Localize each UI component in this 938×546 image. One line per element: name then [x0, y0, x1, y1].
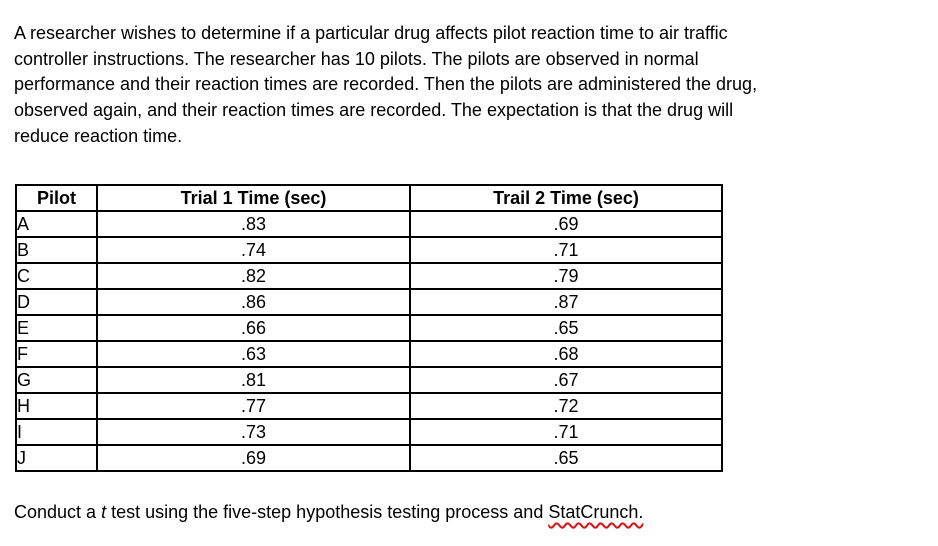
pilot-id: J: [15, 444, 98, 472]
trial1-time: .83: [96, 210, 411, 238]
table-row: H .77 .72: [15, 392, 723, 420]
table-row: F .63 .68: [15, 340, 723, 368]
paragraph-line: performance and their reaction times are…: [14, 74, 758, 95]
table-row: C .82 .79: [15, 262, 723, 290]
trial2-time: .67: [409, 366, 723, 394]
trial2-time: .65: [409, 314, 723, 342]
trial1-time: .69: [96, 444, 411, 472]
column-header-trial2: Trail 2 Time (sec): [409, 184, 723, 212]
instruction-middle: test using the five-step hypothesis test…: [106, 502, 549, 522]
instruction-line: Conduct a t test using the five-step hyp…: [14, 499, 643, 525]
paragraph-line: controller instructions. The researcher …: [14, 48, 699, 69]
table-row: D .86 .87: [15, 288, 723, 316]
table-row: G .81 .67: [15, 366, 723, 394]
trial2-time: .71: [409, 236, 723, 264]
column-header-trial1: Trial 1 Time (sec): [96, 184, 411, 212]
pilot-id: E: [15, 314, 98, 342]
pilot-id: F: [15, 340, 98, 368]
trial1-time: .82: [96, 262, 411, 290]
table-row: E .66 .65: [15, 314, 723, 342]
trial1-time: .63: [96, 340, 411, 368]
trial2-time: .68: [409, 340, 723, 368]
trial1-time: .73: [96, 418, 411, 446]
trial2-time: .65: [409, 444, 723, 472]
problem-statement: A researcher wishes to determine if a pa…: [14, 21, 757, 150]
pilot-id: C: [15, 262, 98, 290]
trial1-time: .66: [96, 314, 411, 342]
misspelled-word-statcrunch: StatCrunch.: [548, 502, 644, 522]
pilot-id: H: [15, 392, 98, 420]
table-row: J .69 .65: [15, 444, 723, 472]
reaction-time-table: Pilot Trial 1 Time (sec) Trail 2 Time (s…: [15, 184, 723, 472]
table-row: A .83 .69: [15, 210, 723, 238]
trial2-time: .69: [409, 210, 723, 238]
trial2-time: .71: [409, 418, 723, 446]
trial1-time: .74: [96, 236, 411, 264]
t-statistic-symbol: t: [101, 502, 107, 522]
instruction-prefix: Conduct a: [14, 502, 102, 522]
pilot-id: G: [15, 366, 98, 394]
paragraph-line: observed again, and their reaction times…: [14, 100, 734, 121]
pilot-id: A: [15, 210, 98, 238]
table-row: B .74 .71: [15, 236, 723, 264]
column-header-pilot: Pilot: [15, 184, 98, 212]
pilot-id: I: [15, 418, 98, 446]
table-row: I .73 .71: [15, 418, 723, 446]
pilot-id: D: [15, 288, 98, 316]
trial2-time: .87: [409, 288, 723, 316]
trial2-time: .79: [409, 262, 723, 290]
paragraph-line: reduce reaction time.: [14, 125, 183, 146]
trial1-time: .77: [96, 392, 411, 420]
trial2-time: .72: [409, 392, 723, 420]
trial1-time: .86: [96, 288, 411, 316]
trial1-time: .81: [96, 366, 411, 394]
paragraph-line: A researcher wishes to determine if a pa…: [14, 23, 728, 43]
table-header-row: Pilot Trial 1 Time (sec) Trail 2 Time (s…: [15, 184, 723, 212]
pilot-id: B: [15, 236, 98, 264]
